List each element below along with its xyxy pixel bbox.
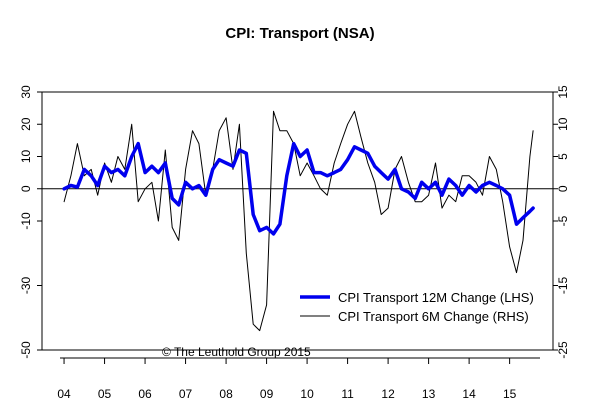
- x-axis-tick-label: 14: [462, 387, 476, 401]
- right-axis-tick-label: -5: [556, 215, 570, 226]
- x-axis: 04 05 06 07 08 09 10 11 12 13 14 15: [57, 357, 540, 401]
- left-axis-tick-label: 20: [19, 117, 33, 131]
- x-axis-tick-label: 10: [300, 387, 314, 401]
- left-axis-tick-label: -30: [19, 277, 33, 295]
- left-axis-tick-label: 30: [19, 85, 33, 99]
- x-axis-tick-label: 05: [98, 387, 112, 401]
- right-axis-tick-label: -15: [556, 277, 570, 295]
- right-axis-tick-label: 10: [556, 117, 570, 131]
- left-axis-tick-label: -50: [19, 341, 33, 359]
- credit-text: © The Leuthold Group 2015: [162, 345, 311, 359]
- legend-label-6m: CPI Transport 6M Change (RHS): [338, 309, 529, 324]
- right-axis-tick-label: -25: [556, 341, 570, 359]
- series-layer: [62, 110, 535, 332]
- right-axis: 15 10 5 0 -5 -15 -25: [553, 85, 570, 359]
- x-axis-tick-label: 08: [219, 387, 233, 401]
- left-axis: 30 20 10 0 -10 -30 -50: [19, 85, 42, 359]
- x-axis-tick-label: 12: [381, 387, 395, 401]
- right-axis-tick-label: 5: [556, 153, 570, 160]
- x-axis-tick-label: 07: [179, 387, 193, 401]
- legend: CPI Transport 12M Change (LHS) CPI Trans…: [300, 290, 534, 324]
- series-line-12m: [62, 141, 535, 236]
- x-axis-tick-label: 09: [260, 387, 274, 401]
- chart-title: CPI: Transport (NSA): [225, 25, 374, 42]
- legend-label-12m: CPI Transport 12M Change (LHS): [338, 290, 534, 305]
- x-axis-tick-label: 11: [341, 387, 354, 401]
- series-line-6m: [63, 110, 534, 332]
- left-axis-tick-label: -10: [19, 212, 33, 230]
- left-axis-tick-label: 10: [19, 150, 33, 164]
- left-axis-tick-label: 0: [19, 185, 33, 192]
- x-axis-tick-label: 15: [503, 387, 517, 401]
- right-axis-tick-label: 15: [556, 85, 570, 99]
- x-axis-tick-label: 13: [422, 387, 436, 401]
- right-axis-tick-label: 0: [556, 185, 570, 192]
- x-axis-tick-label: 06: [138, 387, 152, 401]
- x-axis-tick-label: 04: [57, 387, 71, 401]
